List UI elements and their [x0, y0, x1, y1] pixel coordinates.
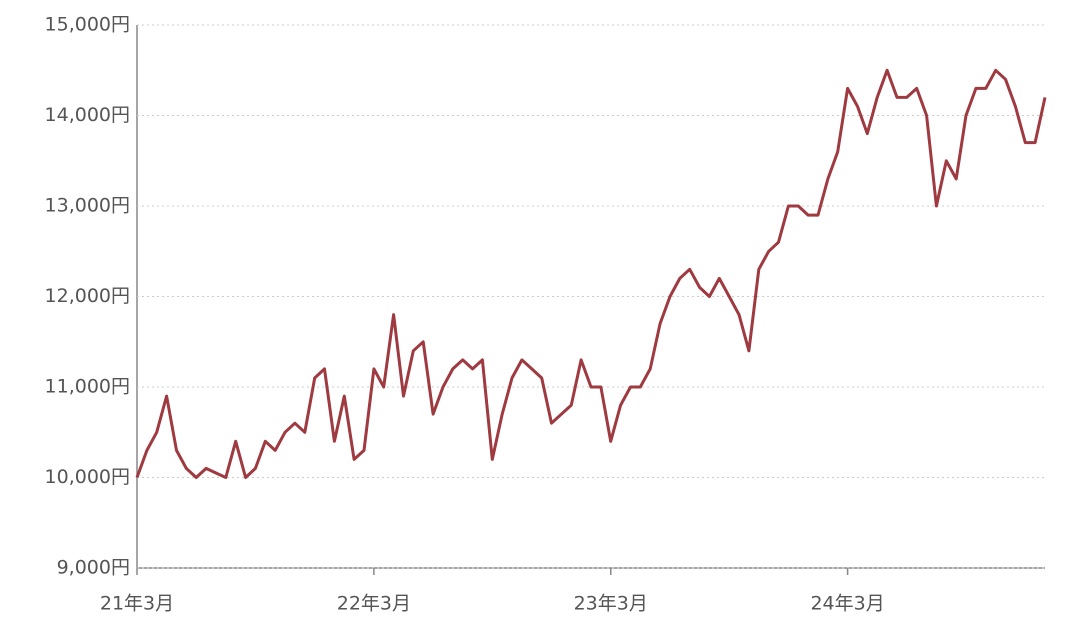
y-tick-label: 12,000円 [45, 285, 130, 307]
x-tick-label: 23年3月 [574, 593, 648, 615]
x-tick-label: 24年3月 [810, 593, 884, 615]
y-tick-label: 14,000円 [45, 104, 130, 126]
y-tick-label: 10,000円 [45, 466, 130, 488]
price-line [135, 68, 1047, 479]
x-tick-label: 21年3月 [100, 593, 174, 615]
x-tick-label: 22年3月 [337, 593, 411, 615]
y-tick-label: 15,000円 [45, 14, 130, 36]
y-tick-label: 13,000円 [45, 195, 130, 217]
y-tick-label: 9,000円 [57, 557, 130, 579]
y-tick-label: 11,000円 [45, 376, 130, 398]
